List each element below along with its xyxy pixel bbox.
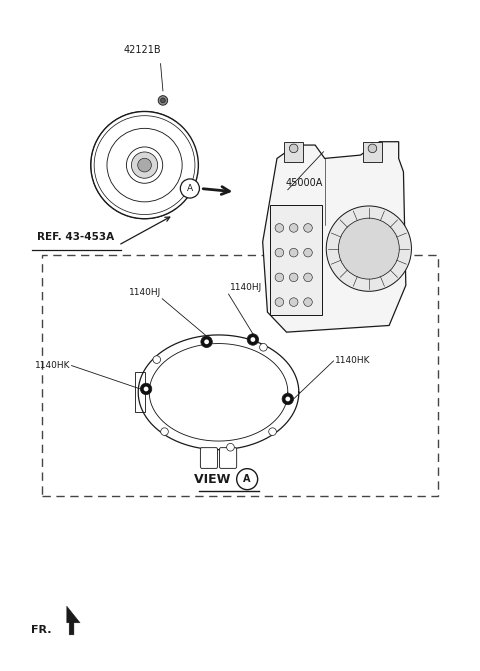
Ellipse shape — [180, 179, 199, 198]
Polygon shape — [67, 606, 80, 635]
Ellipse shape — [153, 356, 160, 364]
Bar — [42, 255, 438, 496]
Ellipse shape — [304, 273, 312, 282]
Ellipse shape — [289, 273, 298, 282]
FancyBboxPatch shape — [270, 205, 323, 315]
Ellipse shape — [204, 340, 209, 344]
Ellipse shape — [275, 248, 284, 257]
Ellipse shape — [275, 273, 284, 282]
Text: 1140HJ: 1140HJ — [129, 288, 161, 297]
Polygon shape — [263, 142, 406, 332]
FancyBboxPatch shape — [135, 372, 144, 413]
Ellipse shape — [304, 223, 312, 232]
Text: A: A — [243, 474, 251, 484]
Ellipse shape — [251, 337, 255, 342]
Ellipse shape — [160, 98, 165, 103]
Text: 1140HK: 1140HK — [335, 356, 370, 366]
Ellipse shape — [260, 344, 267, 351]
Ellipse shape — [275, 223, 284, 232]
FancyBboxPatch shape — [284, 142, 303, 162]
Text: 1140HK: 1140HK — [35, 361, 71, 370]
Ellipse shape — [161, 428, 168, 435]
Ellipse shape — [304, 298, 312, 307]
Ellipse shape — [289, 144, 298, 153]
Ellipse shape — [138, 158, 151, 172]
Ellipse shape — [289, 298, 298, 307]
Ellipse shape — [286, 397, 290, 401]
Ellipse shape — [247, 333, 259, 346]
Ellipse shape — [282, 393, 294, 405]
Ellipse shape — [368, 144, 377, 153]
FancyBboxPatch shape — [219, 448, 237, 468]
Ellipse shape — [158, 96, 168, 105]
Text: 1140HJ: 1140HJ — [229, 283, 262, 292]
Ellipse shape — [289, 223, 298, 232]
Ellipse shape — [132, 152, 157, 178]
Ellipse shape — [304, 248, 312, 257]
Ellipse shape — [144, 386, 148, 391]
Ellipse shape — [237, 468, 258, 490]
FancyBboxPatch shape — [200, 448, 217, 468]
Ellipse shape — [289, 248, 298, 257]
Ellipse shape — [269, 428, 276, 435]
Text: 42121B: 42121B — [123, 45, 161, 55]
Text: VIEW: VIEW — [194, 472, 235, 486]
Ellipse shape — [227, 444, 234, 451]
Ellipse shape — [338, 218, 399, 279]
Text: FR.: FR. — [31, 625, 51, 635]
Ellipse shape — [201, 336, 212, 348]
Text: 45000A: 45000A — [285, 178, 323, 189]
Ellipse shape — [326, 206, 411, 291]
Text: A: A — [187, 184, 193, 193]
Ellipse shape — [140, 383, 152, 395]
Ellipse shape — [275, 298, 284, 307]
FancyBboxPatch shape — [363, 142, 382, 162]
Text: REF. 43-453A: REF. 43-453A — [37, 232, 114, 242]
